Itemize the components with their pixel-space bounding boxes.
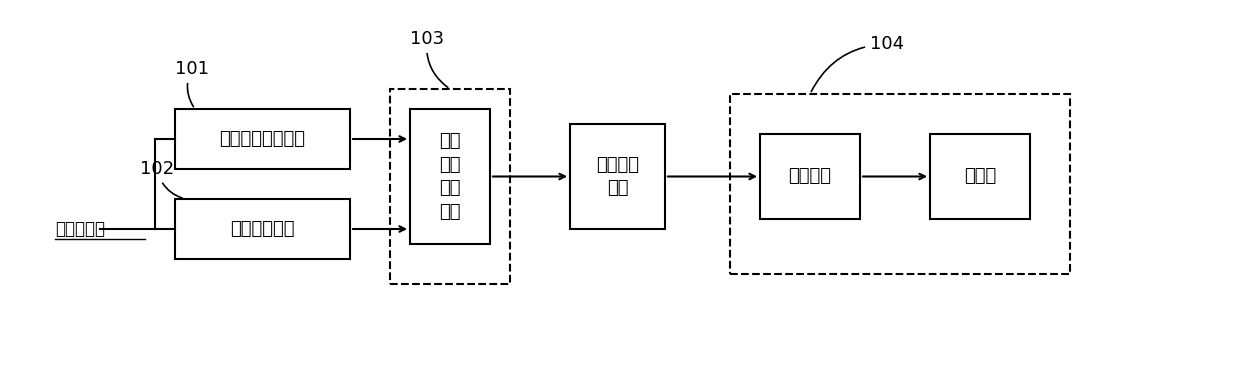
Text: 101: 101 [175,60,210,107]
Text: 102: 102 [140,160,182,198]
Text: 不间断电源: 不间断电源 [55,220,105,238]
FancyBboxPatch shape [410,109,490,244]
Text: 开关器件: 开关器件 [789,167,832,185]
Text: 电压阈值提供模块: 电压阈值提供模块 [219,130,305,148]
FancyBboxPatch shape [570,124,665,229]
FancyBboxPatch shape [175,109,350,169]
FancyBboxPatch shape [175,199,350,259]
Text: 电压
比较
电路
模块: 电压 比较 电路 模块 [439,132,461,221]
FancyBboxPatch shape [930,134,1030,219]
FancyBboxPatch shape [760,134,861,219]
Text: 103: 103 [410,30,448,88]
Text: 继电器: 继电器 [963,167,996,185]
Text: 104: 104 [811,35,904,91]
Text: 电压取样模块: 电压取样模块 [231,220,295,238]
Text: 隔离电路
模块: 隔离电路 模块 [596,156,639,197]
